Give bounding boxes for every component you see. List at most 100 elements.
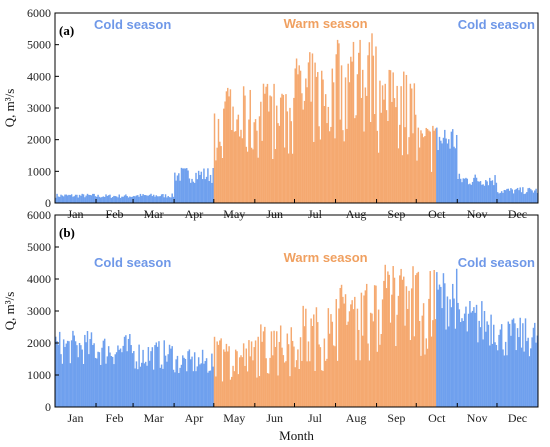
daily-discharge-bar [514,189,516,203]
daily-discharge-bar [393,277,396,407]
daily-discharge-bar [362,335,364,407]
daily-discharge-bar [253,122,255,203]
daily-discharge-bar [399,275,401,407]
daily-discharge-bar [531,190,533,203]
daily-discharge-bar [399,124,401,203]
daily-discharge-bar [359,360,361,407]
daily-discharge-bar [335,54,338,203]
daily-discharge-bar [129,334,131,407]
daily-discharge-bar [530,348,532,407]
daily-discharge-bar [426,128,429,203]
daily-discharge-bar [249,356,251,407]
daily-discharge-bar [232,106,234,203]
daily-discharge-bar [470,312,472,407]
daily-discharge-bar [335,299,338,407]
daily-discharge-bar [58,331,61,407]
daily-discharge-bar [451,283,454,407]
y-axis-label-a: Q, m³/s [2,89,17,128]
daily-discharge-bar [119,197,122,203]
daily-discharge-bar [524,193,527,203]
daily-discharge-bar [257,336,259,407]
daily-discharge-bar [490,314,492,407]
daily-discharge-bar [207,168,209,203]
daily-discharge-bar [380,112,382,203]
daily-discharge-bar [236,351,238,407]
daily-discharge-bar [401,155,404,203]
daily-discharge-bar [199,364,201,407]
x-tick-label: Aug [346,411,367,425]
daily-discharge-bar [477,181,479,203]
daily-discharge-bar [254,119,257,203]
daily-discharge-bar [405,286,408,407]
daily-discharge-bar [105,194,107,203]
daily-discharge-bar [414,114,417,203]
daily-discharge-bar [232,365,234,407]
daily-discharge-bar [109,194,111,203]
daily-discharge-bar [126,196,128,203]
daily-discharge-bar [208,370,210,407]
daily-discharge-bar [469,183,471,203]
daily-discharge-bar [315,307,318,407]
daily-discharge-bar [348,82,351,203]
daily-discharge-bar [122,345,124,407]
daily-discharge-bar [385,110,388,203]
daily-discharge-bar [526,341,528,407]
daily-discharge-bar [323,338,326,407]
daily-discharge-bar [305,308,307,407]
daily-discharge-bar [314,62,316,204]
daily-discharge-bar [133,351,135,407]
daily-discharge-bar [410,288,413,407]
x-tick-label: Jan [68,411,84,425]
daily-discharge-bar [248,340,250,407]
x-tick-label: Dec [508,207,527,221]
daily-discharge-bar [315,76,318,203]
daily-discharge-bar [465,306,467,407]
daily-discharge-bar [418,147,421,203]
daily-discharge-bar [73,335,75,407]
daily-discharge-bar [429,271,431,407]
daily-discharge-bar [293,346,295,407]
daily-discharge-bar [103,338,106,407]
daily-discharge-bar [135,195,138,203]
daily-discharge-bar [486,321,488,407]
daily-discharge-bar [475,177,478,203]
daily-discharge-bar [160,364,163,407]
daily-discharge-bar [144,361,147,407]
daily-discharge-bar [532,192,535,203]
daily-discharge-bar [250,341,253,407]
daily-discharge-bar [196,179,199,203]
daily-discharge-bar [428,298,430,407]
daily-discharge-bar [496,192,499,203]
daily-discharge-bar [179,367,181,407]
daily-discharge-bar [205,358,208,407]
daily-discharge-bar [442,137,445,203]
daily-discharge-bar [270,331,273,407]
daily-discharge-bar [211,353,213,407]
daily-discharge-bar [60,194,62,203]
daily-discharge-bar [369,122,372,203]
daily-discharge-bar [187,351,189,407]
daily-discharge-bar [365,283,368,407]
daily-discharge-bar [380,334,382,407]
daily-discharge-bar [408,137,410,203]
daily-discharge-bar [55,336,57,407]
daily-discharge-bar [344,77,347,203]
daily-discharge-bar [180,364,183,407]
daily-discharge-bar [215,376,217,407]
daily-discharge-bar [179,180,181,203]
daily-discharge-bar [114,196,117,203]
daily-discharge-bar [279,97,282,203]
daily-discharge-bar [188,349,191,407]
daily-discharge-bar [159,367,162,407]
daily-discharge-bar [363,131,365,203]
x-tick-label: Feb [106,207,124,221]
daily-discharge-bar [211,182,213,203]
daily-discharge-bar [328,333,331,407]
daily-discharge-bar [404,127,406,203]
daily-discharge-bar [242,86,245,203]
y-tick-label: 1000 [27,164,51,178]
daily-discharge-bar [360,97,363,203]
daily-discharge-bar [437,150,439,203]
daily-discharge-bar [481,184,483,203]
daily-discharge-bar [401,279,404,407]
